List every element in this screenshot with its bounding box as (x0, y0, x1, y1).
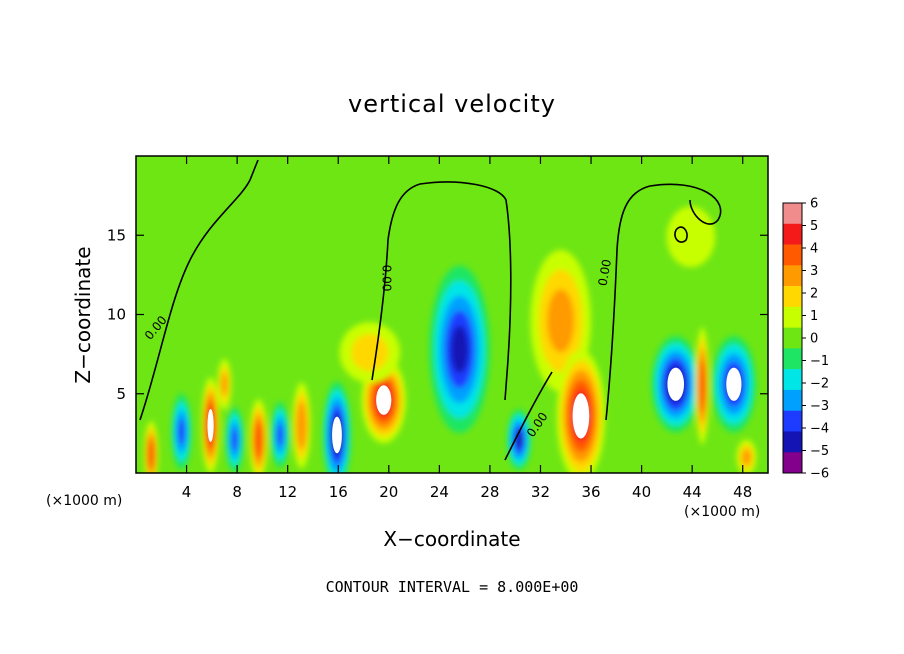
colorbar-swatch (783, 265, 802, 287)
downdraft-cell (270, 401, 290, 468)
colorbar-swatch (783, 431, 802, 453)
colorbar-swatch (783, 389, 802, 411)
velocity-contour-band (351, 333, 389, 372)
colorbar-swatch (783, 286, 802, 308)
colorbar-swatch (783, 327, 802, 349)
updraft-cell (666, 206, 716, 268)
colorbar: 6 5 4 3 2 1 0 −1 −2 −3 −4 −5 −6 (782, 197, 829, 482)
x-tick-label: 48 (733, 483, 752, 501)
y-axis-ticks: 5 10 15 (107, 226, 768, 403)
colorbar-swatch (783, 369, 802, 391)
chart-title: vertical velocity (348, 90, 556, 118)
saturated-core (572, 393, 590, 439)
updraft-cell (695, 327, 710, 445)
colorbar-tick-label: 5 (810, 219, 818, 234)
updraft-cell (217, 358, 232, 410)
velocity-contour-band (231, 428, 238, 452)
x-tick-label: 12 (278, 483, 297, 501)
velocity-contour-band (675, 218, 706, 256)
velocity-contour-band (276, 423, 284, 447)
contour-label: 0.00 (596, 258, 614, 287)
velocity-contour-band (149, 444, 154, 464)
zero-contour-small-ring (674, 226, 688, 243)
x-tick-label: 8 (232, 483, 242, 501)
plot-area (136, 156, 768, 473)
zero-contour-left (139, 159, 259, 421)
zero-contour-right (605, 183, 722, 421)
x-tick-label: 40 (632, 483, 651, 501)
velocity-contour-band (178, 418, 186, 445)
colorbar-tick-label: 1 (810, 309, 818, 324)
x-tick-label: 24 (430, 483, 449, 501)
x-unit-left: (×1000 m) (46, 493, 122, 509)
colorbar-tick-label: −5 (810, 444, 829, 459)
updraft-cell (249, 399, 268, 473)
velocity-contour-band (742, 449, 752, 466)
colorbar-tick-label: 3 (810, 264, 818, 279)
colorbar-swatch (783, 410, 802, 432)
colorbar-swatch (783, 306, 802, 328)
colorbar-swatch (783, 452, 802, 474)
zero-contour-middle (371, 181, 512, 401)
velocity-contour-band (700, 369, 705, 403)
colorbar-tick-label: 4 (810, 242, 818, 257)
x-axis-ticks: 4 8 12 16 20 24 28 32 36 40 44 48 (182, 156, 752, 501)
colorbar-swatch (783, 203, 802, 225)
downdraft-cell (506, 409, 532, 471)
x-tick-label: 20 (379, 483, 398, 501)
velocity-contour-band (450, 325, 469, 374)
updraft-cell (339, 322, 401, 383)
downdraft-cell (225, 406, 244, 473)
updraft-cell (736, 439, 757, 473)
colorbar-tick-label: 6 (810, 197, 818, 212)
colorbar-tick-label: −4 (810, 422, 829, 437)
x-tick-label: 16 (329, 483, 348, 501)
colorbar-tick-label: 0 (810, 332, 818, 347)
y-tick-label: 15 (107, 226, 126, 244)
velocity-contour-band (298, 410, 305, 441)
velocity-contour-band (256, 428, 262, 452)
x-tick-label: 28 (480, 483, 499, 501)
saturated-core (376, 385, 392, 415)
contour-labels: 0.000.000.000.00 (142, 258, 614, 439)
contour-interval-footer: CONTOUR INTERVAL = 8.000E+00 (326, 578, 579, 596)
colorbar-tick-label: 2 (810, 287, 818, 302)
y-tick-label: 5 (116, 385, 126, 403)
colorbar-swatch (783, 348, 802, 370)
colorbar-swatch (783, 244, 802, 266)
saturated-core (332, 416, 342, 454)
x-tick-label: 32 (531, 483, 550, 501)
x-tick-label: 4 (182, 483, 192, 501)
contour-label: 0.00 (380, 265, 394, 292)
saturated-core (726, 367, 742, 401)
updraft-cell (292, 382, 311, 469)
colorbar-tick-label: −2 (810, 377, 829, 392)
velocity-contour-band (547, 289, 575, 353)
x-unit-right: (×1000 m) (684, 504, 760, 520)
downdraft-cell (429, 265, 490, 434)
x-tick-label: 44 (683, 483, 702, 501)
saturated-core (207, 408, 214, 443)
downdraft-cell (171, 393, 192, 470)
y-axis-label: Z−coordinate (71, 246, 95, 383)
colorbar-tick-label: −3 (810, 399, 829, 414)
saturated-core (667, 367, 685, 401)
velocity-contour-band (221, 372, 228, 396)
contour-lines (139, 159, 722, 461)
colorbar-tick-label: −6 (810, 467, 829, 482)
x-axis-label: X−coordinate (383, 527, 520, 551)
saturation-cores (207, 367, 742, 454)
updraft-cell (144, 420, 159, 473)
colorbar-tick-label: −1 (810, 354, 829, 369)
x-tick-label: 36 (581, 483, 600, 501)
zero-contour-lower (504, 371, 553, 461)
colorbar-swatch (783, 223, 802, 245)
y-tick-label: 10 (107, 306, 126, 324)
